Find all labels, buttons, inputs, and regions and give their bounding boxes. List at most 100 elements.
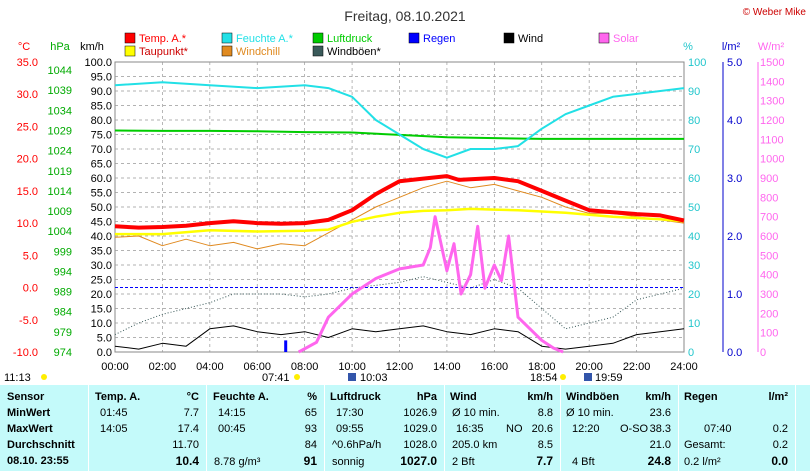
tick-solar: 1000 (760, 154, 784, 166)
legend-swatch (124, 45, 136, 57)
tick-temp: -10.0 (13, 347, 38, 359)
wind-distance: 205.0 km (452, 439, 498, 451)
tick-humidity: 30 (688, 260, 700, 272)
tick-wind: 35.0 (91, 246, 112, 258)
wind-current-value: 7.7 (536, 454, 553, 468)
tick-wind: 65.0 (91, 159, 112, 171)
header-wind: Wind (450, 391, 477, 403)
row-label-max: MaxWert (7, 423, 53, 435)
tick-temp: 25.0 (17, 121, 38, 133)
tick-wind: 40.0 (91, 231, 112, 243)
tick-pressure: 979 (54, 327, 72, 339)
copyright: © Weber Mike (743, 7, 807, 18)
series-feuchte-a- (114, 81, 685, 159)
legend-swatch (312, 32, 324, 44)
wind-max-value: 20.6 (531, 423, 553, 435)
tick-wind: 60.0 (91, 173, 112, 185)
tick-wind: 80.0 (91, 115, 112, 127)
row-label-current: 08.10. 23:55 (7, 455, 69, 467)
stats-table: Sensor MinWert MaxWert Durchschnitt 08.1… (0, 385, 810, 471)
humidity-abs: 8.78 g/m³ (214, 456, 261, 468)
axis-unit-pressure: hPa (50, 41, 70, 53)
tick-pressure: 1039 (48, 85, 72, 97)
tick-wind: 50.0 (91, 202, 112, 214)
legend-label: Windchill (236, 46, 280, 58)
tick-humidity: 100 (688, 57, 706, 69)
legend-label: Solar (613, 33, 639, 45)
gust-max-dir: O-SO (620, 423, 649, 435)
tick-wind: 25.0 (91, 275, 112, 287)
pressure-current-value: 1027.0 (400, 454, 437, 468)
tick-wind: 5.0 (97, 333, 112, 345)
rain-total-label: Gesamt: (684, 439, 726, 451)
humidity-min-value: 65 (304, 407, 317, 419)
tick-wind: 75.0 (91, 130, 112, 142)
tick-solar: 1500 (760, 57, 784, 69)
tick-solar: 500 (760, 250, 778, 262)
rain-total-value: 0.2 (772, 439, 788, 451)
header-gust: Windböen (566, 391, 620, 403)
tick-humidity: 40 (688, 231, 700, 243)
tick-temp: -5.0 (19, 315, 38, 327)
tick-wind: 95.0 (91, 72, 112, 84)
tick-temp: 30.0 (17, 89, 38, 101)
tick-pressure: 994 (54, 266, 72, 278)
tick-pressure: 989 (54, 287, 72, 299)
tick-wind: 55.0 (91, 188, 112, 200)
tick-x: 22:00 (623, 361, 651, 373)
temp-min-time: 01:45 (100, 407, 128, 419)
wind-max-time: 16:35 (456, 423, 484, 435)
tick-x: 24:00 (670, 361, 698, 373)
tick-solar: 1100 (760, 134, 784, 146)
tick-x: 04:00 (196, 361, 224, 373)
daylength-label: 11:13 (4, 372, 31, 384)
legend-label: Windböen* (327, 46, 382, 58)
temp-current-value: 10.4 (175, 454, 199, 468)
chart-title: Freitag, 08.10.2021 (344, 8, 466, 24)
humidity-max-time: 00:45 (218, 423, 246, 435)
pressure-forecast: sonnig (332, 456, 365, 468)
tick-pressure: 1044 (48, 65, 72, 77)
rain-current-value: 0.0 (771, 454, 788, 468)
tick-pressure: 1009 (48, 206, 72, 218)
series-taupunkt- (115, 207, 685, 236)
tick-pressure: 1014 (48, 186, 72, 198)
pressure-max-time: 09:55 (336, 423, 364, 435)
tick-pressure: 999 (54, 246, 72, 258)
tick-wind: 85.0 (91, 101, 112, 113)
wind-avg10-value: 8.8 (537, 407, 553, 419)
humidity-column: Feuchte A. % 14:15 65 00:45 93 84 8.78 g… (206, 385, 323, 471)
tick-solar: 400 (760, 270, 778, 282)
temp-min-value: 7.7 (183, 407, 199, 419)
legend-label: Luftdruck (327, 33, 373, 45)
tick-x: 16:00 (481, 361, 509, 373)
gust-current-value: 24.8 (647, 454, 671, 468)
tick-x: 10:00 (338, 361, 366, 373)
sunset-icon (560, 374, 566, 380)
wind-day-avg: 8.5 (537, 439, 553, 451)
axis-unit-humidity: % (683, 41, 693, 53)
header-humidity-unit: % (307, 391, 317, 403)
moonrise-label: 10:03 (360, 372, 388, 384)
tick-rain: 3.0 (727, 173, 742, 185)
tick-humidity: 20 (688, 289, 700, 301)
legend-label: Wind (518, 33, 543, 45)
tick-wind: 0.0 (97, 347, 112, 359)
header-temp-unit: °C (186, 391, 199, 403)
gust-avg-label: Ø 10 min. (566, 407, 614, 419)
tick-solar: 1300 (760, 96, 784, 108)
tick-pressure: 1029 (48, 125, 72, 137)
legend-swatch (598, 32, 610, 44)
header-rain-unit: l/m² (768, 391, 788, 403)
humidity-min-time: 14:15 (218, 407, 246, 419)
tick-x: 08:00 (291, 361, 319, 373)
rain-bar (284, 340, 288, 352)
legend-swatch (408, 32, 420, 44)
tick-solar: 1200 (760, 115, 784, 127)
sunrise-icon (294, 374, 300, 380)
temp-avg-value: 11.70 (172, 439, 199, 451)
tick-solar: 700 (760, 212, 778, 224)
header-pressure-unit: hPa (416, 391, 437, 403)
rain-max-time: 07:40 (704, 423, 732, 435)
tick-humidity: 70 (688, 144, 700, 156)
